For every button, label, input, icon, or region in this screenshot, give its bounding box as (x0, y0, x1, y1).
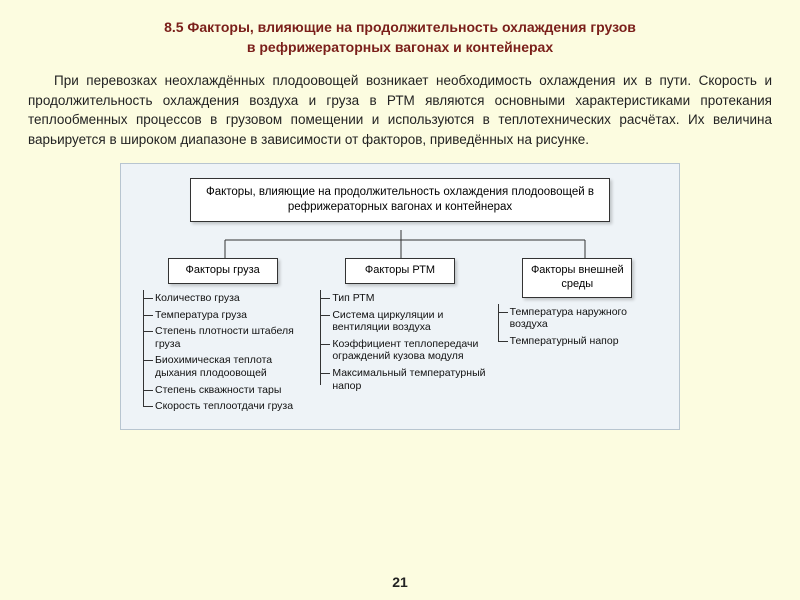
column-env: Факторы внешней среды Температура наружн… (492, 258, 663, 415)
page-number: 21 (392, 574, 408, 590)
column-rtm: Факторы РТМ Тип РТМ Система циркуляции и… (314, 258, 485, 415)
column-header-cargo: Факторы груза (168, 258, 278, 284)
list-item: Степень плотности штабеля груза (153, 323, 308, 352)
column-header-rtm: Факторы РТМ (345, 258, 455, 284)
list-item: Биохимическая теплота дыхания плодоовоще… (153, 352, 308, 381)
title-line-2: в рефрижераторных вагонах и контейнерах (247, 39, 553, 55)
diagram-connectors (137, 230, 665, 258)
list-item: Система циркуляции и вентиляции воздуха (330, 307, 485, 336)
title-line-1: 8.5 Факторы, влияющие на продолжительнос… (164, 19, 636, 35)
list-item: Скорость теплоотдачи груза (153, 398, 308, 415)
list-item: Тип РТМ (330, 290, 485, 307)
list-item: Температура груза (153, 307, 308, 324)
section-title: 8.5 Факторы, влияющие на продолжительнос… (28, 18, 772, 57)
items-env: Температура наружного воздуха Температур… (492, 304, 663, 350)
diagram-columns: Факторы груза Количество груза Температу… (137, 258, 663, 415)
list-item: Степень скважности тары (153, 382, 308, 399)
list-item: Коэффициент теплопередачи ограждений куз… (330, 336, 485, 365)
list-item: Температура наружного воздуха (508, 304, 663, 333)
diagram-container: Факторы, влияющие на продолжительность о… (120, 163, 680, 429)
list-item: Количество груза (153, 290, 308, 307)
diagram-root-box: Факторы, влияющие на продолжительность о… (190, 178, 610, 222)
column-header-env: Факторы внешней среды (522, 258, 632, 298)
list-item: Максимальный температурный напор (330, 365, 485, 394)
items-cargo: Количество груза Температура груза Степе… (137, 290, 308, 415)
column-cargo: Факторы груза Количество груза Температу… (137, 258, 308, 415)
body-paragraph: При перевозках неохлаждённых плодоовощей… (28, 71, 772, 149)
list-item: Температурный напор (508, 333, 663, 350)
items-rtm: Тип РТМ Система циркуляции и вентиляции … (314, 290, 485, 394)
